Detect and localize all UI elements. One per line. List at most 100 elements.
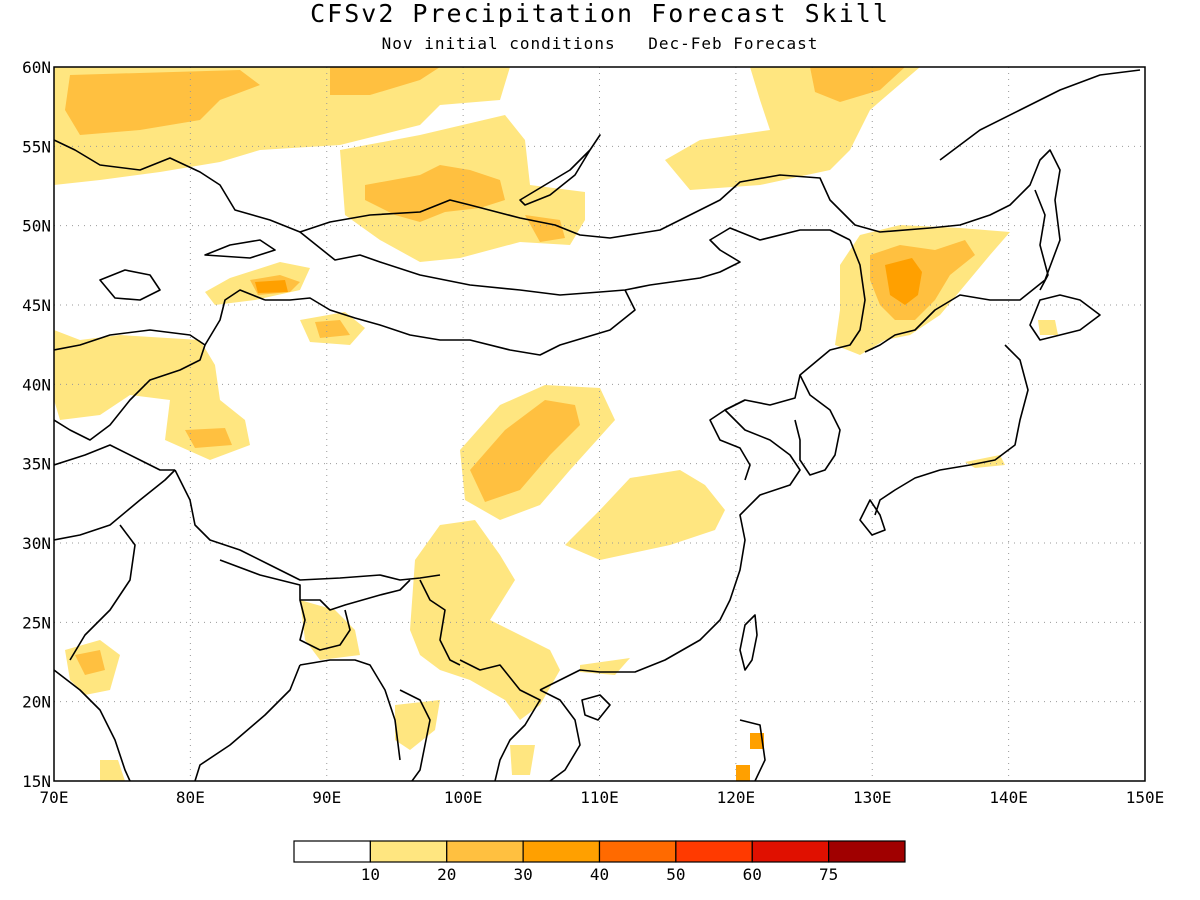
lat-tick-label: 40N — [22, 375, 51, 394]
coastline-primorye — [864, 149, 1061, 353]
coastline-bay-of-bengal — [299, 659, 401, 761]
coastline-arctic-russia — [54, 139, 931, 239]
skill-area-indochina — [395, 700, 440, 750]
lat-tick-label: 35N — [22, 455, 51, 474]
skill-area-baikal-west — [365, 165, 505, 222]
colorbar-swatch — [598, 840, 677, 863]
coastline-india-east — [194, 664, 301, 781]
border-bangladesh — [299, 599, 351, 651]
colorbar-label: 20 — [437, 865, 456, 884]
colorbar-swatch — [675, 840, 753, 863]
border-nepal-india — [219, 559, 411, 611]
skill-area-westchina — [54, 330, 250, 460]
skill-area-dzungaria-peak — [255, 280, 288, 293]
lon-tick-label: 130E — [853, 788, 892, 807]
skill-level-strong — [255, 258, 922, 781]
lat-tick-label: 45N — [22, 296, 51, 315]
coastline-japan-honshu — [874, 344, 1029, 516]
lat-tick-label: 30N — [22, 534, 51, 553]
skill-area-loess-core — [470, 400, 580, 502]
coastline-myanmar — [399, 689, 431, 781]
skill-area-manchuria-peak — [885, 258, 922, 305]
coastline-sakhalin — [1034, 189, 1049, 291]
colorbar-swatch — [446, 840, 524, 863]
lon-tick-label: 120E — [717, 788, 756, 807]
skill-contours — [54, 67, 1058, 781]
china-mongolia-border — [299, 227, 851, 296]
lon-tick-label: 140E — [989, 788, 1028, 807]
lat-tick-label: 55N — [22, 137, 51, 156]
colorbar-swatch — [369, 840, 448, 863]
colorbar: 10 20 30 40 50 60 75 — [293, 840, 906, 884]
skill-area-tarim-core — [315, 320, 350, 338]
longitude-labels: 70E 80E 90E 100E 110E 120E 130E 140E 150E — [40, 788, 1165, 807]
lon-tick-label: 110E — [580, 788, 619, 807]
colorbar-label: 10 — [361, 865, 380, 884]
skill-area-india-south — [100, 760, 125, 781]
colorbar-label: 50 — [666, 865, 685, 884]
lon-tick-label: 70E — [40, 788, 69, 807]
coastline-japan-hokkaido — [1029, 294, 1101, 341]
colorbar-label: 75 — [819, 865, 838, 884]
border-afghanistan — [54, 444, 175, 471]
coastline-balkhash — [204, 239, 276, 259]
coastline-manchuria-korea — [539, 239, 866, 691]
lake-baikal — [519, 134, 601, 206]
skill-area-luzon-north — [736, 765, 750, 781]
border-indochina — [459, 659, 541, 781]
skill-area-yangtze — [565, 470, 725, 560]
latitude-labels: 15N 20N 25N 30N 35N 40N 45N 50N 55N 60N — [22, 58, 51, 791]
skill-area-siberia-east — [665, 67, 920, 190]
colorbar-swatch — [293, 840, 371, 863]
lat-tick-label: 60N — [22, 58, 51, 77]
lat-tick-label: 15N — [22, 772, 51, 791]
lat-tick-label: 25N — [22, 613, 51, 632]
lat-tick-label: 50N — [22, 217, 51, 236]
colorbar-swatch — [828, 840, 906, 863]
skill-area-japan-north — [1038, 320, 1058, 335]
chart-title: CFSv2 Precipitation Forecast Skill — [310, 0, 890, 28]
lon-tick-label: 80E — [176, 788, 205, 807]
border-kazakhstan-china — [204, 289, 266, 346]
skill-area-north-siberia — [330, 67, 440, 95]
subtitle-forecast-period: Dec-Feb Forecast — [648, 34, 819, 53]
border-central-asia — [54, 329, 206, 441]
skill-area-qaidam — [185, 428, 232, 448]
colorbar-label: 30 — [513, 865, 532, 884]
skill-area-manchuria-core — [870, 240, 975, 320]
colorbar-label: 60 — [743, 865, 762, 884]
skill-area-bengal — [300, 600, 360, 660]
border-pakistan — [54, 469, 176, 541]
skill-area-siberia-east-core — [810, 67, 905, 102]
subtitle-initial-conditions: Nov initial conditions — [381, 34, 616, 53]
coastline-caspian-aral — [99, 269, 161, 301]
skill-area-yunnan — [410, 520, 560, 720]
colorbar-swatch — [751, 840, 830, 863]
himalaya-border — [174, 469, 441, 581]
border-pakistan-india — [69, 524, 136, 661]
coastline-hainan — [581, 694, 611, 721]
china-east-coast-north — [709, 399, 751, 481]
lon-tick-label: 150E — [1126, 788, 1165, 807]
lat-tick-label: 20N — [22, 693, 51, 712]
coastline-kamchatka — [939, 69, 1141, 161]
map-frame — [53, 66, 1146, 782]
chart-subtitle: Nov initial conditions Dec-Feb Forecast — [0, 34, 1200, 54]
coastline-philippines — [739, 719, 766, 781]
skill-area-kazakh-north — [65, 70, 260, 135]
coastline-japan-kyushu — [859, 499, 886, 536]
china-north-border — [265, 289, 636, 356]
coastlines-and-borders — [54, 69, 1141, 781]
skill-area-india-west-core — [75, 650, 105, 675]
skill-level-light — [54, 67, 1058, 781]
coastline-korea — [794, 374, 841, 476]
lon-tick-label: 90E — [312, 788, 341, 807]
colorbar-label: 40 — [590, 865, 609, 884]
coastline-indochina — [539, 689, 581, 781]
coastline-taiwan — [739, 614, 758, 671]
coastline-india — [54, 669, 131, 781]
skill-area-taiwan-east — [750, 733, 764, 749]
lon-tick-label: 100E — [444, 788, 483, 807]
border-myanmar — [419, 579, 461, 666]
